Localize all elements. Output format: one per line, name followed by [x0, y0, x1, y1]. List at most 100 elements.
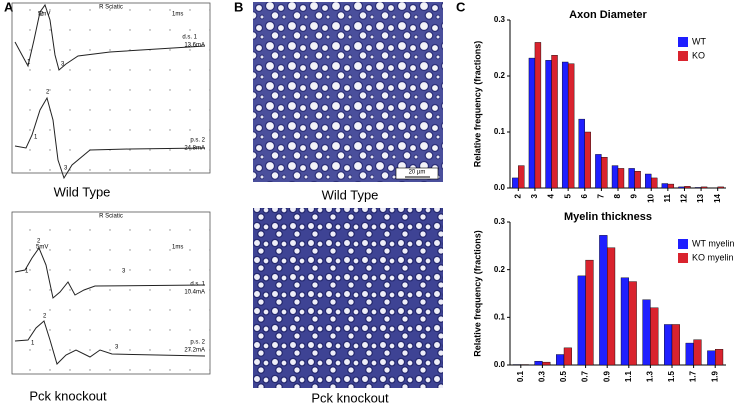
current: 13.6mA [184, 43, 205, 49]
site: d.s. 1 [182, 35, 197, 41]
bar [578, 118, 585, 189]
bar [542, 361, 551, 366]
legend-swatch [678, 253, 688, 263]
bar [634, 170, 641, 189]
x-tick-label: 0.1 [516, 370, 525, 382]
micrograph [253, 208, 443, 388]
x-tick-label: 1.3 [646, 370, 655, 382]
bar [650, 307, 659, 366]
bar [611, 165, 619, 189]
peak: 3 [61, 62, 65, 68]
bar [545, 60, 552, 189]
x-tick-label: 0.5 [559, 370, 568, 382]
bar [715, 349, 724, 366]
x-tick-label: 1.1 [624, 370, 633, 382]
legend-swatch [678, 51, 688, 61]
bar [534, 360, 543, 366]
scale-label: 20 µm [409, 170, 426, 176]
bar [678, 186, 685, 189]
bar [563, 347, 572, 366]
bar [561, 61, 569, 189]
legend-label: WT myelin [692, 238, 734, 248]
peak: 1 [31, 341, 35, 347]
micrograph [253, 2, 443, 182]
scale-v: 5mV [38, 12, 50, 18]
y-tick-label: 0.0 [494, 360, 506, 369]
peak: 3 [64, 166, 68, 172]
x-tick-label: 3 [530, 193, 539, 198]
recording-frame [11, 2, 211, 174]
bar [585, 259, 594, 366]
x-tick-label: 12 [680, 193, 689, 202]
bar [528, 57, 536, 189]
bar [551, 55, 558, 189]
caption: Wild Type [54, 184, 111, 199]
bar [628, 168, 635, 189]
bar [518, 165, 525, 189]
site: p.s. 2 [190, 138, 205, 144]
y-axis-label: Relative frequency (fractions) [472, 230, 482, 357]
current: 27.2mA [184, 348, 205, 354]
nerve: R Sciatic [99, 214, 123, 220]
caption: Pck knockout [311, 390, 389, 405]
y-tick-label: 0.2 [494, 71, 506, 80]
legend-swatch [678, 37, 688, 47]
bar [664, 324, 673, 366]
x-tick-label: 13 [696, 193, 705, 202]
panel-label: A [4, 0, 14, 14]
bar [700, 186, 708, 189]
bar [567, 63, 575, 189]
scale-v: 5mV [36, 245, 48, 251]
bar [595, 154, 602, 189]
panel-label: C [456, 0, 466, 14]
y-tick-label: 0.3 [494, 217, 506, 226]
legend-label: KO myelin [692, 252, 734, 262]
charts: Axon Diameter Relative frequency (fractio… [472, 9, 734, 382]
scale-t: 1ms [172, 245, 183, 251]
bar [556, 354, 565, 366]
peak: 3 [122, 269, 126, 275]
site: p.s. 2 [190, 340, 205, 346]
x-tick-label: 1.7 [689, 370, 698, 382]
trace [14, 96, 206, 180]
y-tick-label: 0.2 [494, 265, 506, 274]
peak: 2 [40, 12, 44, 18]
peak: 2 [37, 239, 41, 245]
peak: 1 [34, 135, 38, 141]
bar [651, 177, 658, 189]
x-tick-label: 6 [580, 193, 589, 198]
x-tick-label: 4 [547, 193, 556, 198]
panel-label: B [234, 0, 243, 14]
x-tick-label: 1.9 [710, 370, 719, 382]
bar [620, 277, 629, 366]
x-tick-label: 0.7 [581, 370, 590, 382]
y-tick-label: 0.1 [494, 127, 506, 136]
bar [607, 247, 616, 366]
bar [693, 339, 702, 366]
recording-frame [11, 211, 211, 375]
chart-title: Axon Diameter [569, 9, 647, 21]
x-tick-label: 0.9 [602, 370, 611, 382]
y-tick-label: 0.1 [494, 312, 506, 321]
bar [707, 350, 716, 366]
bar [694, 187, 702, 189]
peak: 1 [25, 269, 29, 275]
bar [667, 183, 675, 189]
x-tick-label: 9 [630, 193, 639, 198]
recording-wt: R Sciatic 5mV 1ms 1 2 3 d.s. 1 13.6mA 1 … [11, 2, 211, 180]
bar [684, 186, 691, 189]
site: d.s. 1 [190, 282, 205, 288]
x-tick-label: 0.3 [538, 370, 547, 382]
bar [642, 299, 651, 366]
bar [617, 168, 625, 189]
bar [645, 173, 652, 189]
trace [14, 320, 206, 365]
current: 24.8mA [184, 146, 205, 152]
x-tick-label: 10 [646, 193, 655, 202]
bar [717, 186, 724, 189]
bar [601, 156, 608, 189]
bar [671, 324, 680, 366]
current: 10.4mA [184, 290, 205, 296]
x-tick-label: 11 [663, 193, 672, 202]
